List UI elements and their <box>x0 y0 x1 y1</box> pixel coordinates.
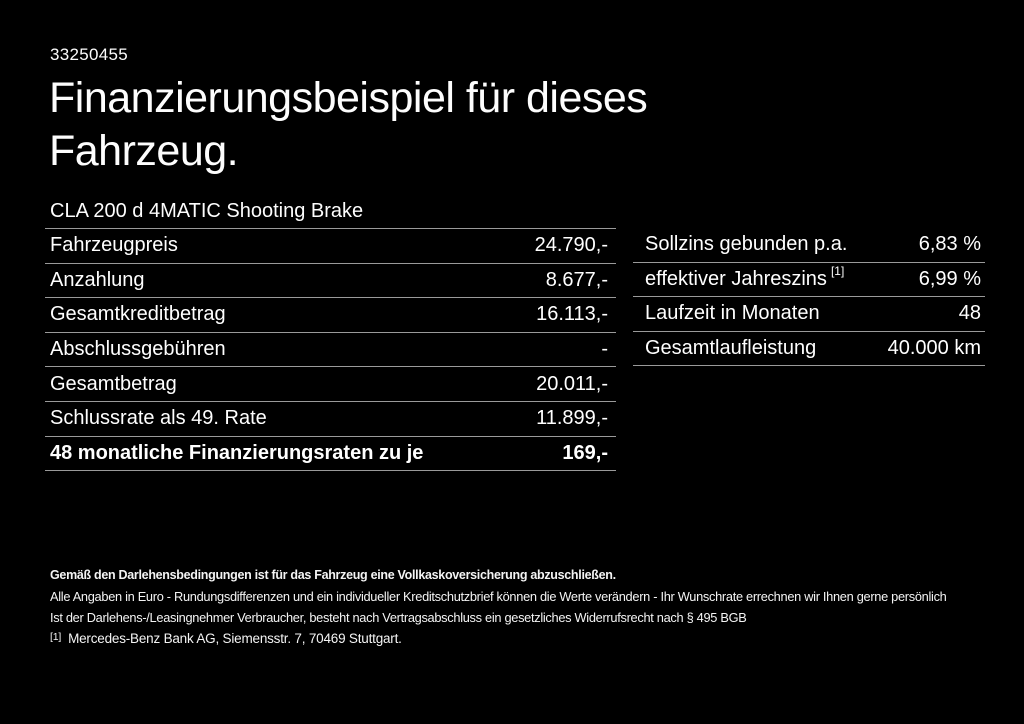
footnote-text: Mercedes-Benz Bank AG, Siemensstr. 7, 70… <box>68 631 402 646</box>
page-title: Finanzierungsbeispiel für dieses Fahrzeug… <box>49 72 648 178</box>
row-label: Schlussrate als 49. Rate <box>50 407 267 430</box>
vehicle-name: CLA 200 d 4MATIC Shooting Brake <box>50 200 364 222</box>
footer-notes: Gemäß den Darlehensbedingungen ist für d… <box>50 565 947 628</box>
row-label: Fahrzeugpreis <box>50 234 178 257</box>
finance-table: Fahrzeugpreis 24.790,- Anzahlung 8.677,-… <box>45 228 616 472</box>
row-label: Gesamtkreditbetrag <box>50 303 226 326</box>
table-row-laufzeit: Laufzeit in Monaten 48 <box>633 297 985 332</box>
row-value: 8.677,- <box>545 268 608 291</box>
row-label: Laufzeit in Monaten <box>645 302 820 325</box>
row-label: 48 monatliche Finanzierungsraten zu je <box>50 441 424 464</box>
row-label: Sollzins gebunden p.a. <box>645 233 848 256</box>
table-row-effektiver-jahreszins: effektiver Jahreszins [1] 6,99 % <box>633 263 985 298</box>
row-value: 48 <box>958 302 981 325</box>
table-row-anzahlung: Anzahlung 8.677,- <box>45 264 616 299</box>
row-value: 24.790,- <box>534 234 608 257</box>
table-row-gesamtkreditbetrag: Gesamtkreditbetrag 16.113,- <box>45 298 616 333</box>
disclaimer-line2: Ist der Darlehens-/Leasingnehmer Verbrau… <box>50 610 747 625</box>
footnote-marker: [1] <box>50 631 62 643</box>
table-row-gesamtlaufleistung: Gesamtlaufleistung 40.000 km <box>633 332 985 367</box>
insurance-note: Gemäß den Darlehensbedingungen ist für d… <box>50 568 616 582</box>
row-label: Gesamtlaufleistung <box>645 337 817 360</box>
conditions-table: Sollzins gebunden p.a. 6,83 % effektiver… <box>633 228 985 367</box>
row-value: - <box>601 338 608 361</box>
row-value: 20.011,- <box>536 372 608 395</box>
table-row-monatsrate: 48 monatliche Finanzierungsraten zu je 1… <box>45 437 616 472</box>
row-value: 169,- <box>562 441 608 464</box>
listing-id: 33250455 <box>50 45 129 64</box>
row-value: 11.899,- <box>536 407 608 430</box>
page-title-line2: Fahrzeug. <box>49 127 239 175</box>
footnote: [1] Mercedes-Benz Bank AG, Siemensstr. 7,… <box>50 631 402 646</box>
row-label: effektiver Jahreszins [1] <box>645 265 844 291</box>
disclaimer-line1: Alle Angaben in Euro - Rundungsdifferenz… <box>50 589 947 604</box>
footnote-reference: [1] <box>830 264 845 279</box>
table-row-sollzins: Sollzins gebunden p.a. 6,83 % <box>633 228 985 263</box>
page-title-line1: Finanzierungsbeispiel für dieses <box>49 74 648 122</box>
table-row-fahrzeugpreis: Fahrzeugpreis 24.790,- <box>45 229 616 264</box>
row-label-text: effektiver Jahreszins <box>645 267 827 290</box>
table-row-schlussrate: Schlussrate als 49. Rate 11.899,- <box>45 402 616 437</box>
row-label: Abschlussgebühren <box>50 338 226 361</box>
table-row-gesamtbetrag: Gesamtbetrag 20.011,- <box>45 367 616 402</box>
row-label: Gesamtbetrag <box>50 372 177 395</box>
row-value: 16.113,- <box>536 303 608 326</box>
row-value: 6,99 % <box>918 267 981 290</box>
row-value: 40.000 km <box>887 337 981 360</box>
row-label: Anzahlung <box>50 268 145 291</box>
row-value: 6,83 % <box>918 233 981 256</box>
table-row-abschlussgebuehren: Abschlussgebühren - <box>45 333 616 368</box>
